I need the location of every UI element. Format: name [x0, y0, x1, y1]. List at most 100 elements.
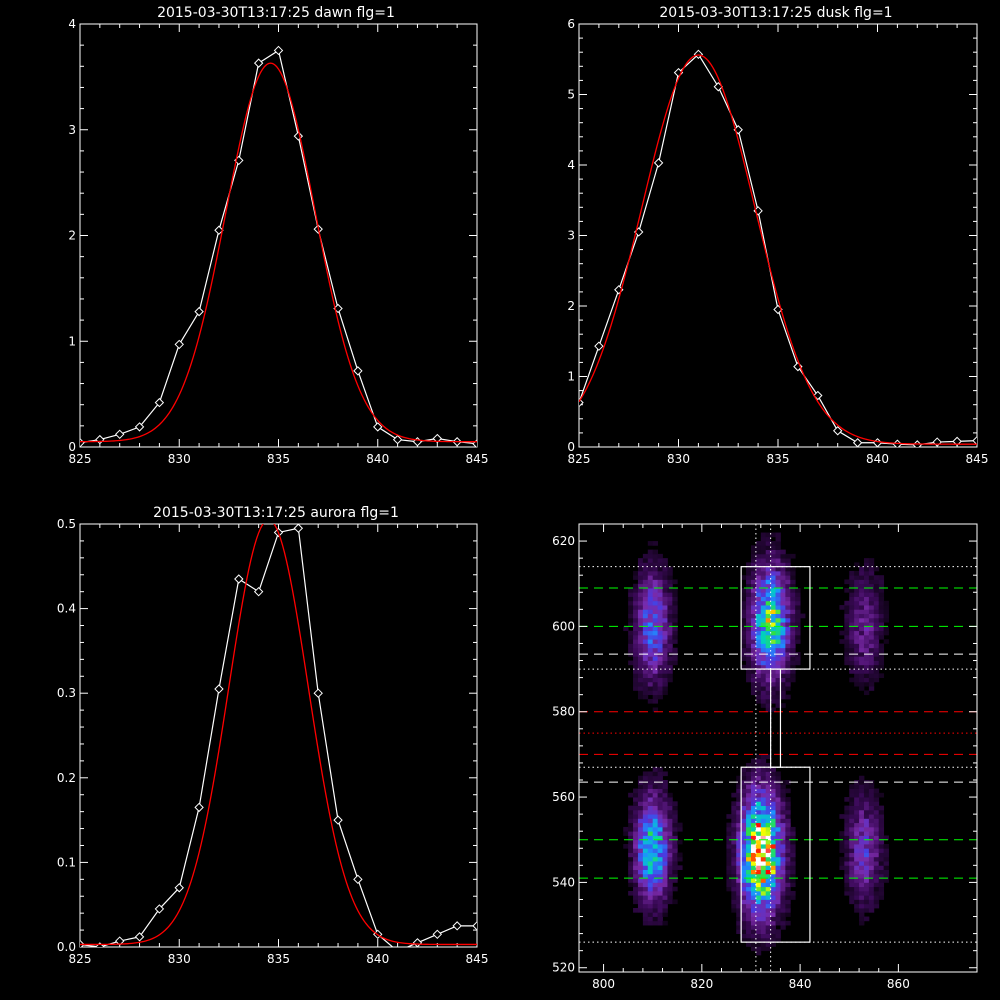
heatmap-cell [859, 839, 865, 845]
heatmap-cell [780, 788, 786, 794]
heatmap-cell [637, 818, 644, 824]
heatmap-cell [760, 541, 767, 546]
heatmap-cell [750, 686, 757, 691]
heatmap-cell [741, 916, 747, 922]
heatmap-cell [780, 677, 786, 683]
heatmap-cell [859, 805, 865, 811]
heatmap-cell [750, 617, 757, 623]
heatmap-cell [652, 878, 659, 883]
heatmap-cell [780, 613, 786, 619]
heatmap-cell [637, 801, 644, 806]
heatmap-cell [672, 814, 678, 819]
heatmap-cell [642, 630, 649, 636]
heatmap-cell [785, 575, 791, 580]
heatmap-cell [780, 784, 786, 789]
heatmap-cell [755, 916, 762, 922]
heatmap-cell [785, 609, 791, 614]
data-point-marker [313, 688, 323, 698]
heatmap-cell [765, 797, 772, 802]
heatmap-cell [741, 912, 747, 917]
heatmap-cell [790, 583, 796, 589]
heatmap-cell [790, 566, 796, 572]
heatmap-cell [844, 622, 850, 627]
heatmap-cell [770, 856, 776, 862]
heatmap-cell [873, 588, 880, 593]
heatmap-cell [637, 566, 644, 572]
heatmap-cell [785, 583, 791, 589]
heatmap-cell [854, 639, 860, 644]
heatmap-cell [633, 873, 639, 879]
heatmap-cell [760, 865, 767, 870]
heatmap-cell [637, 656, 644, 661]
heatmap-cell [760, 754, 767, 760]
heatmap-cell [755, 549, 762, 555]
heatmap-cell [746, 937, 752, 943]
heatmap-cell [672, 861, 678, 866]
heatmap-cell [780, 566, 786, 572]
heatmap-cell [755, 634, 762, 640]
heatmap-cell [746, 908, 752, 913]
heatmap-cell [652, 575, 659, 580]
heatmap-cell [775, 592, 781, 597]
heatmap-cell [785, 856, 791, 862]
heatmap-cell [642, 677, 649, 683]
heatmap-cell [760, 831, 767, 836]
heatmap-cell [750, 609, 757, 614]
heatmap-cell [755, 639, 762, 644]
heatmap-cell [844, 639, 850, 644]
heatmap-cell [755, 694, 762, 700]
heatmap-cell [849, 647, 855, 653]
heatmap-cell [628, 630, 634, 636]
heatmap-cell [662, 570, 668, 576]
heatmap-cell [859, 835, 865, 841]
fit-curve [80, 524, 477, 946]
heatmap-cell [647, 647, 654, 653]
data-point-marker [134, 422, 145, 432]
heatmap-cell [790, 634, 796, 640]
heatmap-cell [647, 908, 654, 913]
heatmap-cell [849, 617, 855, 623]
heatmap-cell [765, 826, 772, 832]
heatmap-cell [770, 942, 776, 947]
heatmap-cell [844, 886, 850, 892]
heatmap-cell [868, 626, 875, 632]
heatmap-cell [873, 873, 880, 879]
heatmap-cell [760, 848, 767, 853]
heatmap-cell [770, 532, 776, 538]
heatmap-cell [780, 562, 786, 568]
heatmap-cell [849, 861, 855, 866]
heatmap-cell [750, 861, 757, 866]
heatmap-cell [854, 865, 860, 870]
heatmap-cell [755, 609, 762, 614]
heatmap-cell [863, 784, 870, 789]
heatmap-cell [628, 822, 634, 828]
heatmap-cell [672, 622, 678, 627]
heatmap-cell [765, 639, 772, 644]
heatmap-cell [642, 570, 649, 576]
heatmap-cell [647, 797, 654, 802]
heatmap-cell [849, 895, 855, 900]
heatmap-cell [868, 647, 875, 653]
y-tick-label: 0.3 [57, 686, 76, 700]
heatmap-cell [672, 626, 678, 632]
heatmap-cell [775, 660, 781, 666]
heatmap-cell [741, 869, 747, 875]
heatmap-cell [667, 848, 673, 853]
heatmap-cell [741, 882, 747, 888]
heatmap-cell [672, 605, 678, 610]
heatmap-cell [750, 869, 757, 875]
heatmap-cell [765, 575, 772, 580]
heatmap-cell [736, 912, 742, 917]
heatmap-cell [633, 895, 639, 900]
heatmap-cell [633, 852, 639, 858]
heatmap-cell [741, 814, 747, 819]
heatmap-cell [662, 643, 668, 649]
heatmap-cell [755, 686, 762, 691]
x-tick-label: 825 [568, 452, 591, 466]
heatmap-cell [637, 865, 644, 870]
heatmap-cell [647, 686, 654, 691]
heatmap-cell [760, 826, 767, 832]
heatmap-cell [652, 669, 659, 674]
heatmap-cell [623, 831, 629, 836]
heatmap-cell [637, 694, 644, 700]
